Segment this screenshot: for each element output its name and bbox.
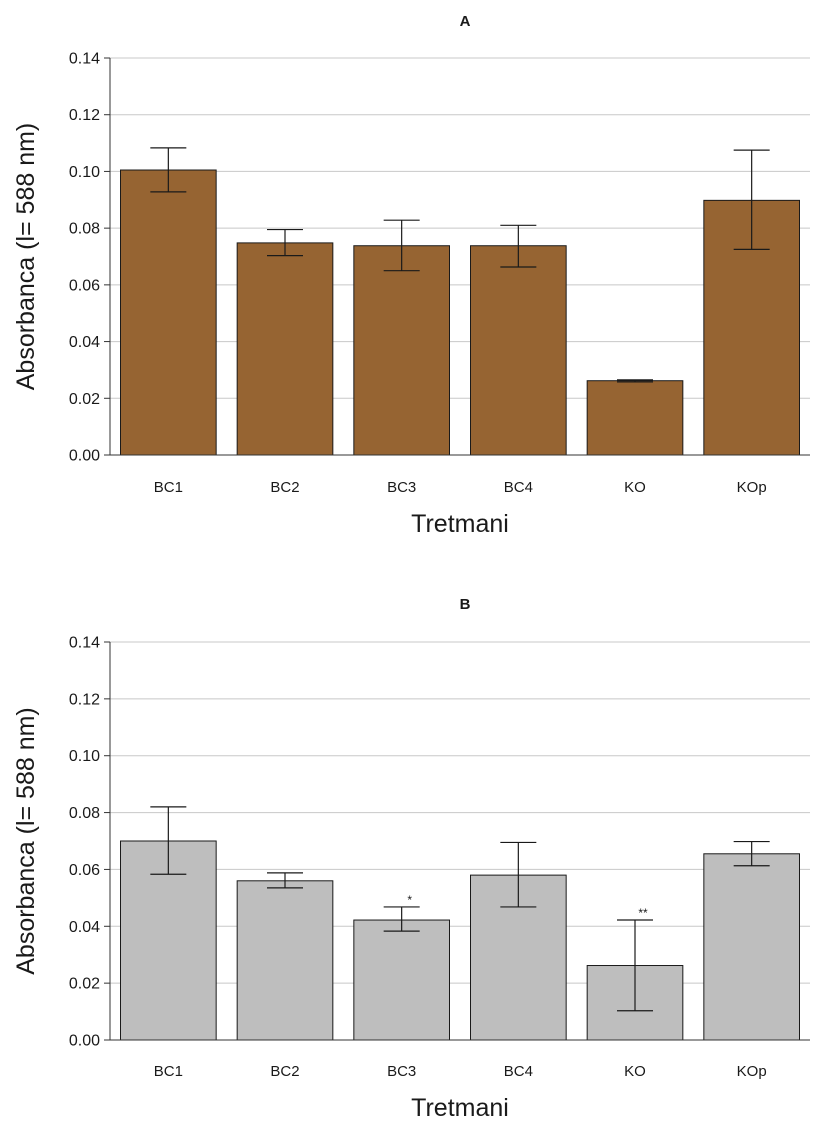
x-tick-label: BC1: [154, 479, 183, 496]
chart-panel-b: B 0.00 0.02 0.04 0.06 0.08 0.10 0.12 0.14 BC1 BC2 *…: [12, 596, 810, 1122]
y-tick-label: 0.02: [69, 391, 100, 408]
bar: [236, 242, 334, 456]
y-tick-label: 0.12: [69, 107, 100, 124]
bar: [236, 880, 334, 1041]
y-tick-label: 0.08: [69, 221, 100, 238]
chart-panel-a: A 0.00 0.02 0.04 0.06 0.08 0.10 0.12 0.14 BC1 BC2 B…: [12, 13, 810, 538]
error-bar: [150, 147, 187, 193]
x-tick-label: KO: [624, 479, 646, 496]
error-bar: [267, 228, 303, 257]
x-tick-label: BC2: [270, 479, 299, 496]
bar: [586, 380, 684, 456]
x-tick-label: KOp: [737, 1063, 767, 1080]
bar: [353, 245, 451, 456]
x-tick-label: BC3: [387, 479, 416, 496]
y-tick-label: 0.04: [69, 334, 100, 351]
significance-marker: **: [638, 906, 648, 920]
error-bar: [500, 224, 537, 268]
x-tick-label: KOp: [737, 479, 767, 496]
error-bar: [617, 919, 653, 1012]
y-tick-label: 0.14: [69, 51, 100, 68]
error-bar: [267, 872, 303, 889]
bar: [353, 919, 451, 1041]
y-tick-label: 0.10: [69, 748, 100, 765]
error-bar: [150, 806, 187, 875]
y-tick-label: 0.04: [69, 919, 100, 936]
error-bar: [733, 149, 770, 251]
y-axis-title: Absorbanca (l= 588 nm): [12, 707, 40, 975]
y-tick-label: 0.00: [69, 448, 100, 465]
y-tick-label: 0.14: [69, 635, 100, 652]
chart-title: A: [460, 13, 471, 30]
y-tick-label: 0.12: [69, 691, 100, 708]
x-tick-label: BC3: [387, 1063, 416, 1080]
bar: [120, 169, 217, 456]
y-tick-label: 0.10: [69, 164, 100, 181]
error-bar: [383, 219, 420, 272]
x-tick-label: BC2: [270, 1063, 299, 1080]
error-bar: [383, 906, 420, 932]
x-tick-label: BC1: [154, 1063, 183, 1080]
bar: [470, 245, 567, 456]
y-axis-title: Absorbanca (l= 588 nm): [12, 123, 40, 391]
y-tick-label: 0.08: [69, 805, 100, 822]
x-tick-label: KO: [624, 1063, 646, 1080]
error-bar: [500, 841, 537, 908]
error-bar: [733, 840, 770, 867]
x-tick-label: BC4: [504, 479, 533, 496]
bar: [703, 853, 800, 1041]
y-tick-label: 0.06: [69, 862, 100, 879]
chart-title: B: [460, 596, 471, 613]
y-tick-label: 0.00: [69, 1033, 100, 1050]
x-axis-title: Tretmani: [411, 510, 509, 538]
error-bar: [617, 379, 653, 383]
significance-marker: *: [407, 893, 412, 907]
y-tick-label: 0.02: [69, 976, 100, 993]
y-tick-label: 0.06: [69, 277, 100, 294]
x-tick-label: BC4: [504, 1063, 533, 1080]
x-axis-title: Tretmani: [411, 1094, 509, 1122]
